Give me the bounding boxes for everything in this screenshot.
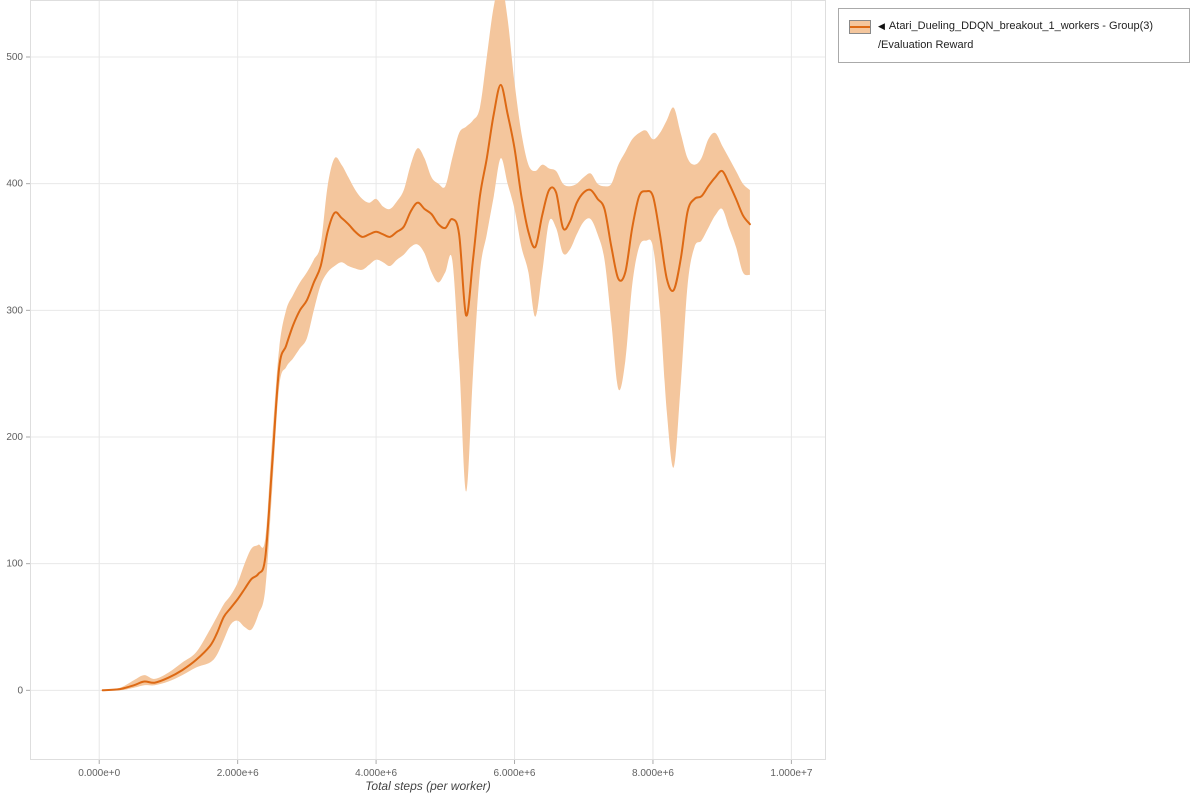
x-axis-title: Total steps (per worker) — [365, 779, 491, 793]
legend-entry: ◀ Atari_Dueling_DDQN_breakout_1_workers -… — [878, 17, 1179, 54]
svg-text:6.000e+6: 6.000e+6 — [494, 768, 536, 779]
legend-series-swatch-icon — [849, 20, 871, 34]
gridlines — [30, 0, 826, 760]
legend-box[interactable]: ◀ Atari_Dueling_DDQN_breakout_1_workers -… — [838, 8, 1190, 64]
chart-canvas[interactable]: 0.000e+0 2.000e+6 4.000e+6 6.000e+6 8.000e+6… — [0, 0, 830, 800]
svg-text:1.000e+7: 1.000e+7 — [770, 768, 812, 779]
svg-text:8.000e+6: 8.000e+6 — [632, 768, 674, 779]
mean-line — [101, 83, 751, 692]
legend-metric-name: /Evaluation Reward — [878, 38, 974, 51]
svg-text:4.000e+6: 4.000e+6 — [355, 768, 397, 779]
tick-marks — [26, 56, 792, 764]
confidence-band — [102, 0, 750, 691]
svg-text:500: 500 — [6, 52, 23, 63]
svg-text:300: 300 — [6, 305, 23, 316]
svg-text:100: 100 — [6, 559, 23, 570]
svg-text:2.000e+6: 2.000e+6 — [217, 768, 259, 779]
y-tick-labels: 0 100 200 300 400 500 — [6, 52, 23, 696]
svg-text:0: 0 — [17, 685, 23, 696]
x-tick-labels: 0.000e+0 2.000e+6 4.000e+6 6.000e+6 8.000e+6… — [78, 768, 813, 779]
svg-text:0.000e+0: 0.000e+0 — [78, 768, 120, 779]
svg-text:400: 400 — [6, 179, 23, 190]
legend-series-name: Atari_Dueling_DDQN_breakout_1_workers - … — [888, 20, 1154, 32]
svg-text:200: 200 — [6, 432, 23, 443]
legend-line-1: ◀ Atari_Dueling_DDQN_breakout_1_workers -… — [878, 17, 1179, 36]
collapse-triangle-icon[interactable]: ◀ — [878, 21, 885, 31]
plot-border — [30, 0, 826, 760]
